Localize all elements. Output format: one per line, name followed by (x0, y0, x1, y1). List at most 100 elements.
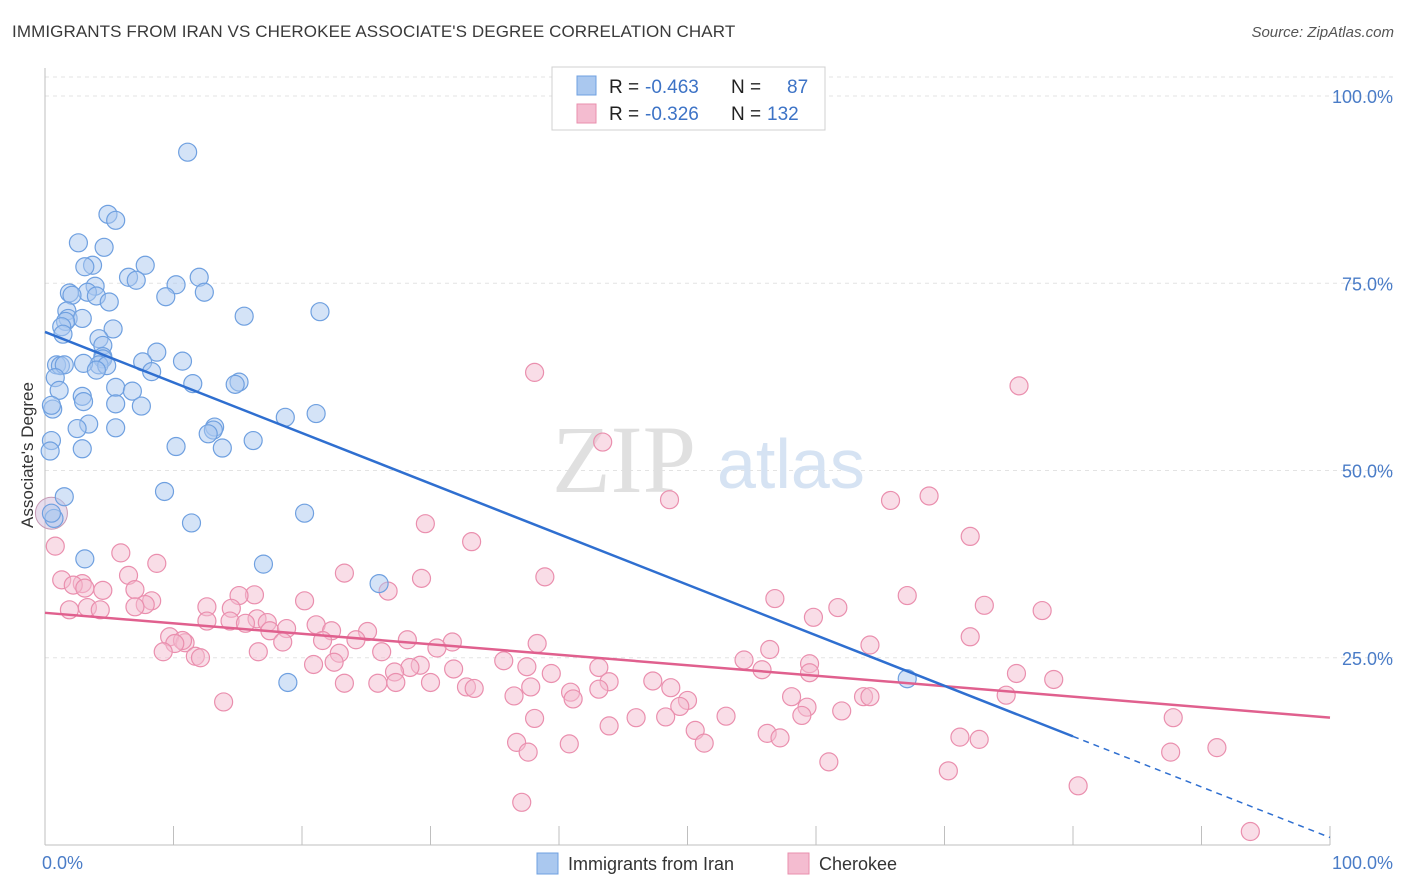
data-point (41, 395, 62, 415)
data-point (494, 651, 514, 671)
trend-layer (44, 330, 1331, 839)
y-tick-labels: 100.0% 75.0% 50.0% 25.0% (1332, 87, 1393, 669)
stats-legend-r-label: R = (609, 104, 639, 125)
data-point (131, 396, 151, 416)
data-point (93, 580, 113, 600)
data-point (106, 210, 126, 230)
bottom-legend-label-iran: Immigrants from Iran (568, 854, 734, 874)
trendline-cherokee (44, 611, 1331, 719)
data-point (45, 536, 65, 556)
bottom-legend-item-iran[interactable]: Immigrants from Iran (536, 852, 734, 875)
y-tick-label: 50.0% (1342, 462, 1393, 482)
data-point (154, 481, 175, 502)
data-point (181, 513, 202, 533)
data-point (248, 642, 268, 662)
data-point (880, 490, 901, 511)
data-point (198, 424, 218, 444)
bottom-legend: Immigrants from Iran Cherokee (536, 852, 897, 875)
data-point (661, 678, 681, 698)
data-point (1068, 776, 1088, 796)
data-point (41, 503, 62, 523)
data-point (950, 727, 970, 747)
data-point (659, 490, 680, 510)
data-point (541, 663, 561, 684)
chart-source: Source: ZipAtlas.com (1251, 24, 1394, 41)
data-point (190, 648, 211, 668)
data-point (106, 377, 126, 397)
data-point (54, 487, 74, 507)
data-point (781, 687, 802, 707)
data-point (194, 282, 214, 302)
data-point (919, 486, 939, 506)
data-point (369, 573, 389, 594)
data-point (670, 696, 690, 717)
data-point (306, 403, 326, 424)
data-point (212, 438, 232, 458)
bottom-legend-item-cherokee[interactable]: Cherokee (787, 852, 897, 875)
data-point (368, 673, 388, 693)
trendline-iran (44, 330, 1074, 738)
data-point (1044, 669, 1064, 690)
data-point (444, 659, 464, 679)
stats-legend-n-value: 87 (787, 77, 808, 98)
stats-legend-swatch-cherokee (576, 103, 597, 124)
data-point (960, 627, 980, 647)
data-point (803, 607, 824, 627)
data-point (68, 233, 89, 253)
data-point (517, 657, 537, 677)
data-point (1207, 738, 1227, 758)
data-point (253, 554, 274, 574)
series-iran (40, 142, 917, 693)
data-point (535, 567, 555, 587)
data-point (214, 692, 234, 712)
series-cherokee (45, 362, 1260, 842)
data-point (996, 685, 1016, 705)
y-axis-title: Associate's Degree (18, 382, 37, 528)
data-point (225, 374, 245, 394)
data-point (303, 654, 324, 675)
data-point (462, 532, 482, 552)
data-point (147, 553, 167, 573)
data-point (420, 672, 441, 693)
watermark: ZIP atlas (552, 406, 865, 513)
data-point (770, 728, 790, 748)
data-point (415, 514, 435, 534)
data-point (656, 707, 676, 727)
data-point (897, 585, 917, 606)
data-point (1161, 742, 1181, 762)
data-point (518, 742, 538, 762)
data-point (172, 351, 193, 371)
data-point (527, 633, 547, 654)
data-point (427, 638, 447, 658)
data-point (73, 391, 94, 412)
data-point (599, 716, 619, 736)
y-tick-label: 75.0% (1342, 274, 1393, 294)
data-point (166, 436, 186, 457)
data-point (860, 635, 880, 655)
data-point (273, 632, 293, 652)
data-point (103, 319, 123, 339)
data-point (86, 360, 107, 380)
data-point (49, 380, 69, 400)
data-point (310, 302, 330, 322)
stats-legend-swatch-iran (576, 75, 597, 96)
data-point (559, 734, 579, 754)
data-point (75, 549, 95, 569)
data-point (75, 578, 95, 598)
data-point (135, 255, 155, 275)
stats-legend: R = -0.463 N = 87 R = -0.326 N = 132 (551, 66, 826, 131)
stats-legend-n-label: N = (731, 104, 761, 125)
trendline-iran-extension (1072, 735, 1331, 839)
data-point (234, 306, 254, 326)
data-point (372, 642, 392, 662)
data-point (1009, 376, 1029, 396)
data-point (760, 639, 780, 660)
data-point (67, 418, 87, 439)
data-point (72, 308, 92, 329)
data-point (860, 687, 880, 707)
data-point (294, 503, 315, 523)
x-tick-label-max: 100.0% (1332, 853, 1393, 873)
data-point (589, 679, 609, 699)
data-point (563, 689, 583, 709)
